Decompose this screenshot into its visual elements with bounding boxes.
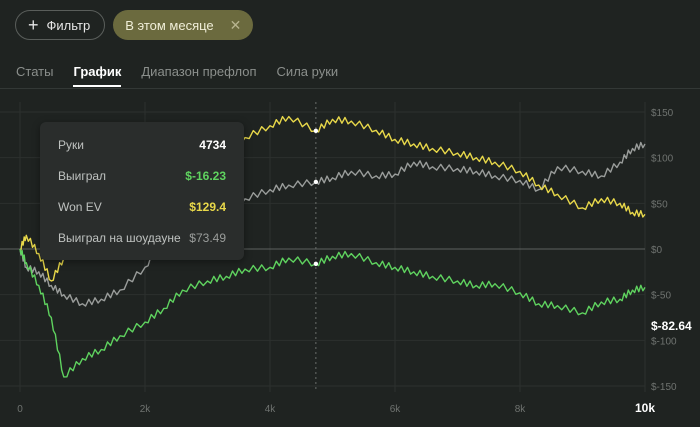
tooltip-row-hands: Руки 4734 [58,138,226,152]
tooltip-won-ev-value: $129.4 [189,200,226,214]
tooltip-showdown-value: $73.49 [189,231,226,245]
y-tick-label: $0 [651,245,663,256]
tooltip-hands-value: 4734 [199,138,226,152]
y-tick-label: $-100 [651,336,677,347]
y-tick-label: $150 [651,108,674,119]
tooltip-row-won: Выиграл $-16.23 [58,169,226,183]
x-tick-label: 6k [390,404,402,415]
date-filter-chip-label: В этом месяце [125,17,214,33]
y-tick-label: $50 [651,199,668,210]
tab-hand-strength[interactable]: Сила руки [276,64,339,79]
x-tick-label: 4k [265,404,277,415]
tooltip-won-value: $-16.23 [185,169,226,183]
tabs-divider [0,88,700,89]
y-tick-label: $-150 [651,382,677,393]
date-filter-chip[interactable]: В этом месяце ✕ [113,10,254,40]
add-filter-label: Фильтр [46,17,91,33]
hover-point [313,261,319,267]
final-won-value-label: $-82.64 [651,319,692,333]
tooltip-row-won-ev: Won EV $129.4 [58,200,226,214]
tab-graph[interactable]: График [73,64,122,87]
won-series-line [19,248,646,378]
x-tick-label: 2k [140,404,152,415]
hover-tooltip: Руки 4734 Выиграл $-16.23 Won EV $129.4 … [40,122,244,260]
tooltip-hands-label: Руки [58,138,84,152]
profit-graph[interactable]: $150 $100 $50 $0 $-50 $-100 $-150 0 2k 4k 6k 8k 10k [0,90,700,427]
close-icon[interactable]: ✕ [229,16,242,33]
x-tick-label: 0 [17,404,23,415]
hover-point [313,128,319,134]
tooltip-won-label: Выиграл [58,169,107,183]
plus-icon: + [28,15,39,35]
tab-preflop-range[interactable]: Диапазон префлоп [141,64,257,79]
tooltip-won-ev-label: Won EV [58,200,102,214]
x-tick-label: 8k [515,404,527,415]
tooltip-showdown-label: Выиграл на шоудауне [58,231,181,245]
tab-stats[interactable]: Статы [16,64,54,79]
y-tick-label: $-50 [651,291,671,302]
filter-toolbar: + Фильтр В этом месяце ✕ [15,10,254,40]
x-tick-label: 10k [635,401,655,415]
hover-point [313,179,319,185]
tab-bar: Статы График Диапазон префлоп Сила руки [16,64,338,87]
showdown-series-line [19,141,646,307]
tooltip-row-showdown: Выиграл на шоудауне $73.49 [58,231,226,245]
add-filter-button[interactable]: + Фильтр [15,10,106,40]
y-tick-label: $100 [651,154,674,165]
